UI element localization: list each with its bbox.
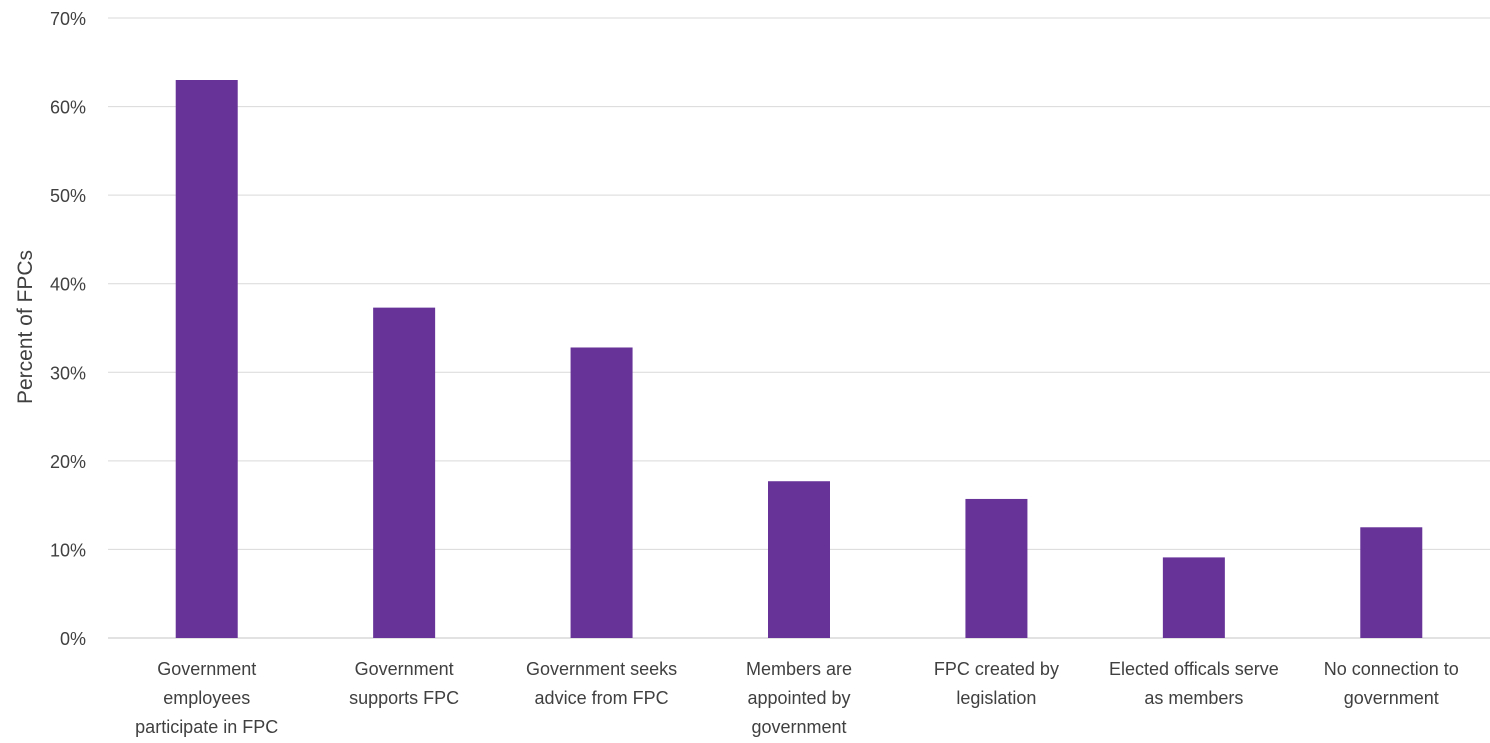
- y-tick-label: 20%: [50, 452, 86, 472]
- x-category-label: Government supports FPC: [349, 659, 459, 708]
- x-category-label-line: employees: [163, 688, 250, 708]
- x-category-label: No connection to government: [1324, 659, 1459, 708]
- y-tick-label: 60%: [50, 98, 86, 118]
- x-axis-category-labels: Government employees participate in FPCGov…: [135, 659, 1459, 737]
- x-category-label-line: legislation: [956, 688, 1036, 708]
- y-tick-label: 50%: [50, 186, 86, 206]
- bar: [768, 481, 830, 638]
- x-category-label-line: supports FPC: [349, 688, 459, 708]
- x-category-label-line: advice from FPC: [535, 688, 669, 708]
- y-axis-tick-labels: 0% 10% 20% 30% 40% 50% 60% 70%: [50, 9, 86, 649]
- x-category-label-line: Government: [157, 659, 256, 679]
- x-category-label-line: government: [1344, 688, 1439, 708]
- bar: [373, 307, 436, 638]
- x-category-label: Government seeks advice from FPC: [526, 659, 677, 708]
- x-category-label: Government employees participate in FPC: [135, 659, 278, 737]
- x-category-label: FPC created by legislation: [934, 659, 1059, 708]
- gridlines: [108, 17, 1490, 639]
- bar: [965, 498, 1028, 638]
- x-category-label-line: FPC created by: [934, 659, 1059, 679]
- y-tick-label: 40%: [50, 275, 86, 295]
- x-category-label-line: government: [751, 717, 846, 737]
- bar: [175, 80, 238, 638]
- y-tick-label: 30%: [50, 363, 86, 383]
- x-category-label-line: as members: [1144, 688, 1243, 708]
- bar: [1162, 557, 1225, 638]
- x-category-label-line: No connection to: [1324, 659, 1459, 679]
- bar: [1360, 527, 1423, 638]
- x-category-label-line: participate in FPC: [135, 717, 278, 737]
- x-category-label-line: appointed by: [747, 688, 850, 708]
- x-category-label-line: Government seeks: [526, 659, 677, 679]
- y-tick-label: 70%: [50, 9, 86, 29]
- x-category-label-line: Elected officals serve: [1109, 659, 1279, 679]
- x-category-label: Elected officals serve as members: [1109, 659, 1279, 708]
- bar: [570, 347, 633, 638]
- x-category-label: Members are appointed by government: [746, 659, 852, 737]
- bars: [175, 80, 1423, 638]
- y-axis-label: Percent of FPCs: [14, 250, 37, 404]
- y-tick-label: 0%: [60, 629, 86, 649]
- x-category-label-line: Members are: [746, 659, 852, 679]
- y-tick-label: 10%: [50, 540, 86, 560]
- x-category-label-line: Government: [355, 659, 454, 679]
